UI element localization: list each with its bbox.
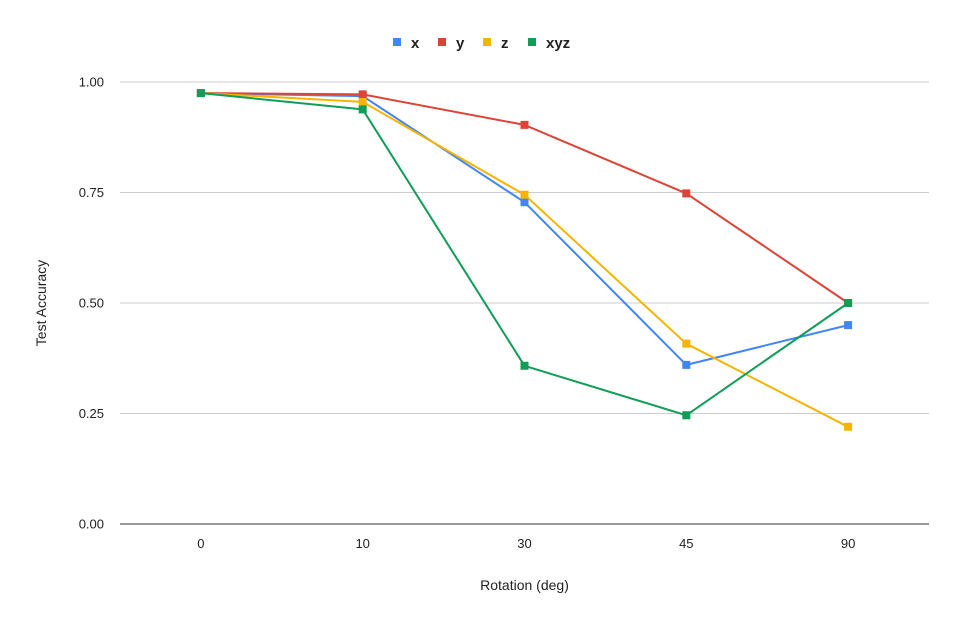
legend-swatch [483,38,491,46]
series-line-z [200,92,849,428]
series-group [196,89,853,431]
legend-item-z: z [483,35,509,52]
data-point-y [682,189,691,198]
legend-label: x [411,35,420,52]
x-axis-title: Rotation (deg) [480,577,569,593]
x-tick-label: 10 [355,536,369,551]
data-point-xyz [358,105,367,114]
data-point-z [520,190,529,199]
x-tick-label: 45 [679,536,693,551]
legend-item-y: y [438,35,465,52]
y-axis-title: Test Accuracy [33,260,49,346]
legend-item-xyz: xyz [528,35,570,52]
legend-swatch [438,38,446,46]
data-point-z [358,97,367,106]
y-tick-label: 0.50 [79,296,104,311]
series-z [196,89,853,431]
data-point-z [682,339,691,348]
y-tick-label: 0.25 [79,406,104,421]
data-point-xyz [844,299,853,307]
data-point-x [682,360,691,369]
data-point-xyz [196,89,205,98]
x-tick-label: 0 [197,536,204,551]
legend-swatch [393,38,401,46]
legend-item-x: x [393,35,420,52]
series-xyz [196,89,853,420]
data-point-x [844,321,853,330]
legend-label: xyz [546,35,570,52]
data-point-y [520,120,529,129]
legend: x y z xyz [393,35,570,52]
x-tick-label: 90 [841,536,855,551]
legend-label: y [456,35,465,52]
grid-lines [120,81,929,525]
y-tick-label: 0.75 [79,185,104,200]
legend-swatch [528,38,536,46]
series-line-x [200,92,849,366]
y-tick-label: 0.00 [79,517,104,532]
x-tick-label: 30 [517,536,531,551]
data-point-xyz [682,411,691,420]
data-point-xyz [520,361,529,370]
data-point-z [844,422,853,431]
x-tick-labels: 0 10 30 45 90 [197,536,855,551]
y-tick-label: 1.00 [79,75,104,90]
data-point-y [358,90,367,99]
data-point-x [520,198,529,207]
y-tick-labels: 0.00 0.25 0.50 0.75 1.00 [79,75,104,532]
series-x [196,89,853,369]
legend-label: z [501,35,509,52]
